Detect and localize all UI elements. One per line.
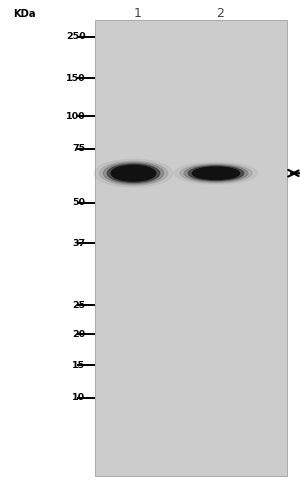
Text: 15: 15 xyxy=(72,361,86,369)
Text: 20: 20 xyxy=(72,330,86,339)
Ellipse shape xyxy=(188,166,244,181)
Text: 150: 150 xyxy=(66,74,86,82)
Text: 1: 1 xyxy=(134,7,142,20)
Ellipse shape xyxy=(94,159,173,187)
Text: 100: 100 xyxy=(66,112,86,121)
Text: 250: 250 xyxy=(66,32,86,41)
Text: KDa: KDa xyxy=(14,9,36,19)
Ellipse shape xyxy=(180,163,252,183)
Ellipse shape xyxy=(107,164,160,183)
Ellipse shape xyxy=(174,162,258,184)
Text: 50: 50 xyxy=(73,198,85,207)
Text: 25: 25 xyxy=(72,301,86,309)
Text: 37: 37 xyxy=(72,239,86,247)
Ellipse shape xyxy=(111,165,156,181)
Ellipse shape xyxy=(184,165,248,182)
Ellipse shape xyxy=(99,161,168,185)
Text: 10: 10 xyxy=(72,393,86,402)
Ellipse shape xyxy=(103,163,164,184)
Ellipse shape xyxy=(192,167,240,180)
Bar xyxy=(94,20,286,476)
Text: 2: 2 xyxy=(217,7,224,20)
Text: 75: 75 xyxy=(72,144,86,153)
